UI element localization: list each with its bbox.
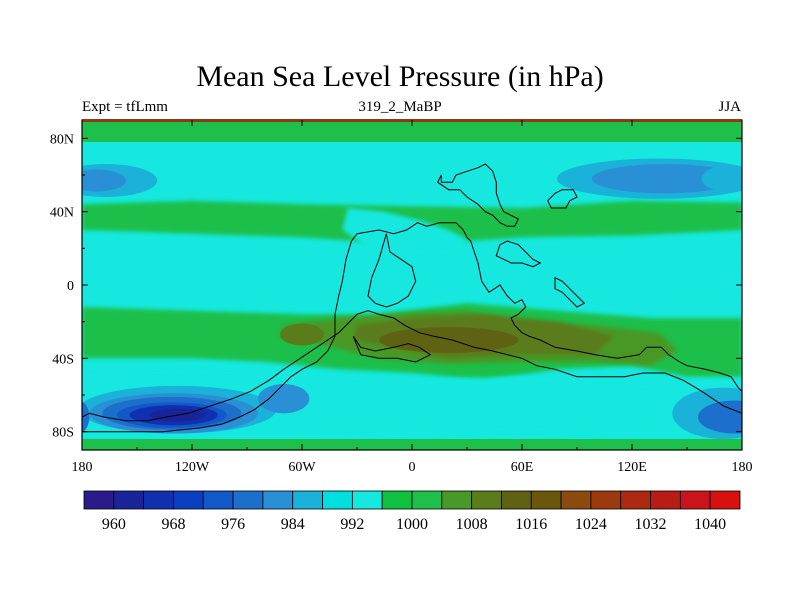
colorbar-box-17 [590,490,622,510]
colorbar-box-21 [709,490,741,510]
colorbar-box-8 [322,490,353,510]
colorbar-box-15 [530,490,562,510]
inner-block-outline [367,233,417,308]
y-tick-label-4: 80S [52,426,74,441]
experiment-label: Expt = tfLmm [82,99,168,115]
continent-outlines [82,163,742,433]
colorbar-box-6 [262,490,294,510]
colorbar-box-12 [441,490,473,510]
siberia-outline [547,189,578,209]
colorbar-label-8: 1024 [575,516,607,533]
colorbar-box-3 [173,490,204,510]
colorbar-label-2: 976 [221,516,245,533]
colorbar-label-1: 968 [161,516,185,533]
y-tick-label-3: 40S [52,352,74,367]
colorbar-box-7 [292,490,323,510]
x-tick-label-4: 60E [511,460,534,475]
field-nh-land-gap [342,208,467,256]
field-sh-high-core [379,327,519,353]
colorbar-box-0 [83,490,115,510]
gondwana-outline [82,222,742,433]
x-tick-label-0: 180 [72,460,93,475]
y-tick-label-2: 0 [67,279,74,294]
colorbar-label-5: 1000 [396,516,428,533]
colorbar-label-6: 1008 [456,516,488,533]
laurentia-outline [437,163,519,227]
colorbar-label-3: 984 [281,516,305,533]
y-tick-label-0: 80N [50,132,74,147]
colorbar-box-4 [202,490,234,510]
colorbar-box-11 [411,490,443,510]
colorbar-box-1 [113,490,145,510]
colorbar-label-7: 1016 [515,516,547,533]
colorbar-box-18 [620,490,651,510]
x-tick-label-6: 180 [732,460,753,475]
field-north-pacific-core [82,169,126,192]
time-label: 319_2_MaBP [358,99,442,115]
colorbar-box-16 [560,490,592,510]
x-tick-label-2: 60W [288,460,316,475]
y-tick-label-1: 40N [50,206,74,221]
colorbar-box-10 [381,490,413,510]
colorbar-box-13 [471,490,502,510]
east-block-outline [554,276,586,308]
chart-title: Mean Sea Level Pressure (in hPa) [196,60,604,93]
map-axes: 180 120W 60W 0 60E 120E 180 80N 40N 0 40S 80S [50,120,753,475]
colorbar-label-4: 992 [340,516,364,533]
colorbar-box-19 [650,490,681,510]
colorbar-label-0: 960 [102,516,126,533]
colorbar: 960 968 976 984 992 1000 1008 1016 1024 1032 1040 [83,490,741,533]
x-tick-label-1: 120W [175,460,210,475]
colorbar-box-14 [501,490,532,510]
colorbar-label-10: 1040 [694,516,726,533]
colorbar-box-2 [143,490,174,510]
pressure-field-map [82,120,742,450]
field-asian-low-east [701,165,742,192]
colorbar-box-9 [351,490,383,510]
season-label: JJA [718,99,741,115]
colorbar-box-5 [232,490,264,510]
field-asian-low-core [591,164,739,194]
field-drake-low [258,384,310,414]
sh-block-outline [352,336,432,363]
colorbar-box-20 [679,490,711,510]
baltica-outline [495,240,542,268]
field-sa-high [280,323,324,346]
colorbar-label-9: 1032 [635,516,667,533]
field-south-indian-l2 [698,400,742,434]
field-south-indian-wrap [82,401,90,433]
x-tick-label-5: 120E [617,460,647,475]
x-tick-label-3: 0 [409,460,416,475]
